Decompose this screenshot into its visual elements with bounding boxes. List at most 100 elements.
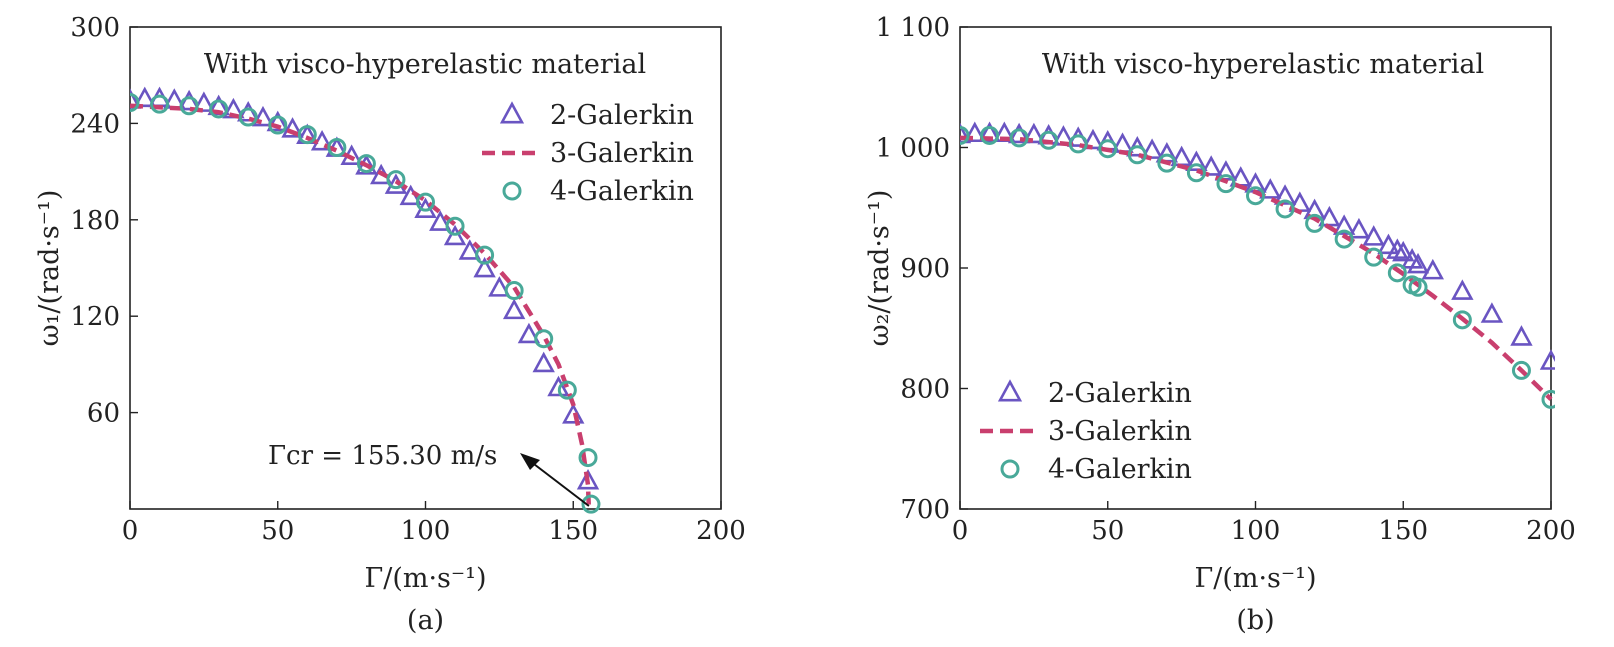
data-point-4-galerkin [578, 448, 598, 468]
data-point-4-galerkin [1216, 174, 1236, 194]
data-point-4-galerkin [356, 154, 376, 174]
x-tick-label: 50 [261, 516, 294, 546]
data-point-2-galerkin [1081, 128, 1105, 150]
legend-marker-triangle [499, 101, 525, 124]
data-point-4-galerkin [1511, 360, 1531, 380]
y-tick-label: 1 000 [876, 134, 950, 164]
panel-label: (b) [1236, 605, 1274, 636]
x-tick-label: 200 [1526, 516, 1576, 546]
legend-label: 2-Galerkin [550, 100, 694, 131]
data-point-2-galerkin [502, 298, 526, 320]
data-point-2-galerkin [133, 86, 156, 108]
y-tick-label: 120 [70, 302, 120, 332]
data-point-2-galerkin [266, 110, 289, 132]
data-point-2-galerkin [488, 276, 511, 297]
y-axis-label: ω₂/(rad·s⁻¹) [864, 190, 895, 347]
legend-label: 3-Galerkin [550, 138, 694, 169]
data-point-2-galerkin [1347, 217, 1371, 239]
y-tick-label: 1 100 [876, 13, 950, 43]
data-point-4-galerkin [980, 125, 1000, 145]
x-tick-label: 200 [696, 516, 746, 546]
y-tick-label: 900 [900, 254, 950, 284]
data-point-4-galerkin [1541, 389, 1555, 409]
data-layer [960, 121, 1555, 409]
data-point-4-galerkin [960, 125, 970, 145]
data-point-2-galerkin [960, 122, 972, 144]
legend-label: 4-Galerkin [1048, 454, 1192, 485]
data-point-4-galerkin [150, 94, 170, 114]
annotation-arrow [529, 460, 590, 507]
x-axis-label: Γ/(m·s⁻¹) [1194, 563, 1316, 594]
data-point-2-galerkin [1199, 155, 1223, 176]
annotation-arrowhead [520, 453, 540, 470]
data-point-2-galerkin [473, 256, 496, 278]
legend-marker-triangle [997, 379, 1023, 402]
data-point-2-galerkin [1421, 258, 1444, 280]
x-tick-label: 150 [1378, 516, 1428, 546]
data-point-4-galerkin [1387, 263, 1407, 283]
data-point-2-galerkin [532, 351, 555, 373]
data-point-4-galerkin [1157, 153, 1177, 173]
data-point-4-galerkin [1186, 163, 1206, 183]
data-point-2-galerkin [1392, 240, 1415, 262]
data-point-4-galerkin [238, 107, 258, 127]
data-point-2-galerkin [517, 322, 541, 344]
data-point-4-galerkin [475, 245, 495, 265]
data-point-2-galerkin [1362, 225, 1385, 246]
data-point-2-galerkin [1140, 138, 1164, 159]
data-point-2-galerkin [547, 375, 570, 397]
data-point-4-galerkin [557, 380, 577, 400]
data-point-4-galerkin [1009, 128, 1029, 148]
data-point-4-galerkin [1334, 229, 1354, 249]
data-point-4-galerkin [1068, 134, 1088, 154]
data-point-2-galerkin [1022, 122, 1046, 144]
data-point-2-galerkin [963, 121, 986, 143]
y-tick-label: 60 [87, 399, 120, 429]
data-point-2-galerkin [1539, 349, 1555, 370]
data-point-2-galerkin [251, 105, 275, 127]
x-tick-label: 0 [952, 516, 969, 546]
data-point-4-galerkin [1246, 186, 1265, 206]
data-point-4-galerkin [209, 99, 229, 119]
data-point-4-galerkin [297, 125, 317, 145]
data-point-2-galerkin [1386, 238, 1409, 259]
data-point-4-galerkin [1305, 213, 1325, 233]
data-point-4-galerkin [130, 93, 140, 113]
data-point-2-galerkin [443, 224, 467, 246]
legend-label: 2-Galerkin [1048, 378, 1192, 409]
data-point-4-galerkin [581, 494, 601, 514]
data-point-2-galerkin [130, 88, 142, 109]
x-tick-label: 100 [1231, 516, 1281, 546]
x-tick-label: 50 [1091, 516, 1124, 546]
y-tick-label: 240 [70, 109, 120, 139]
x-axis-label: Γ/(m·s⁻¹) [364, 563, 486, 594]
data-point-2-galerkin [1185, 150, 1208, 171]
x-tick-label: 150 [548, 516, 598, 546]
data-point-4-galerkin [1275, 199, 1295, 219]
data-point-4-galerkin [386, 170, 406, 190]
data-layer [130, 86, 601, 514]
data-point-2-galerkin [1480, 302, 1504, 323]
data-point-2-galerkin [1510, 325, 1533, 346]
data-point-4-galerkin [179, 96, 199, 116]
data-point-2-galerkin [1377, 233, 1400, 255]
chart-title: With visco-hyperelastic material [1042, 49, 1484, 80]
data-point-4-galerkin [1127, 145, 1147, 165]
series-line-3-galerkin [960, 135, 1553, 401]
data-point-4-galerkin [504, 280, 524, 300]
legend-marker-circle [1000, 459, 1020, 479]
data-point-4-galerkin [445, 216, 465, 236]
data-point-4-galerkin [327, 138, 347, 157]
legend-label: 3-Galerkin [1048, 416, 1192, 447]
data-point-4-galerkin [268, 115, 288, 135]
annotation-text: Γcr = 155.30 m/s [268, 441, 497, 471]
data-point-2-galerkin [192, 91, 216, 112]
y-tick-label: 180 [70, 206, 120, 236]
panel-label: (a) [407, 605, 444, 636]
data-point-2-galerkin [1259, 178, 1282, 199]
y-axis-label: ω₁/(rad·s⁻¹) [34, 190, 65, 347]
data-point-4-galerkin [1039, 130, 1059, 150]
data-point-4-galerkin [416, 192, 435, 212]
